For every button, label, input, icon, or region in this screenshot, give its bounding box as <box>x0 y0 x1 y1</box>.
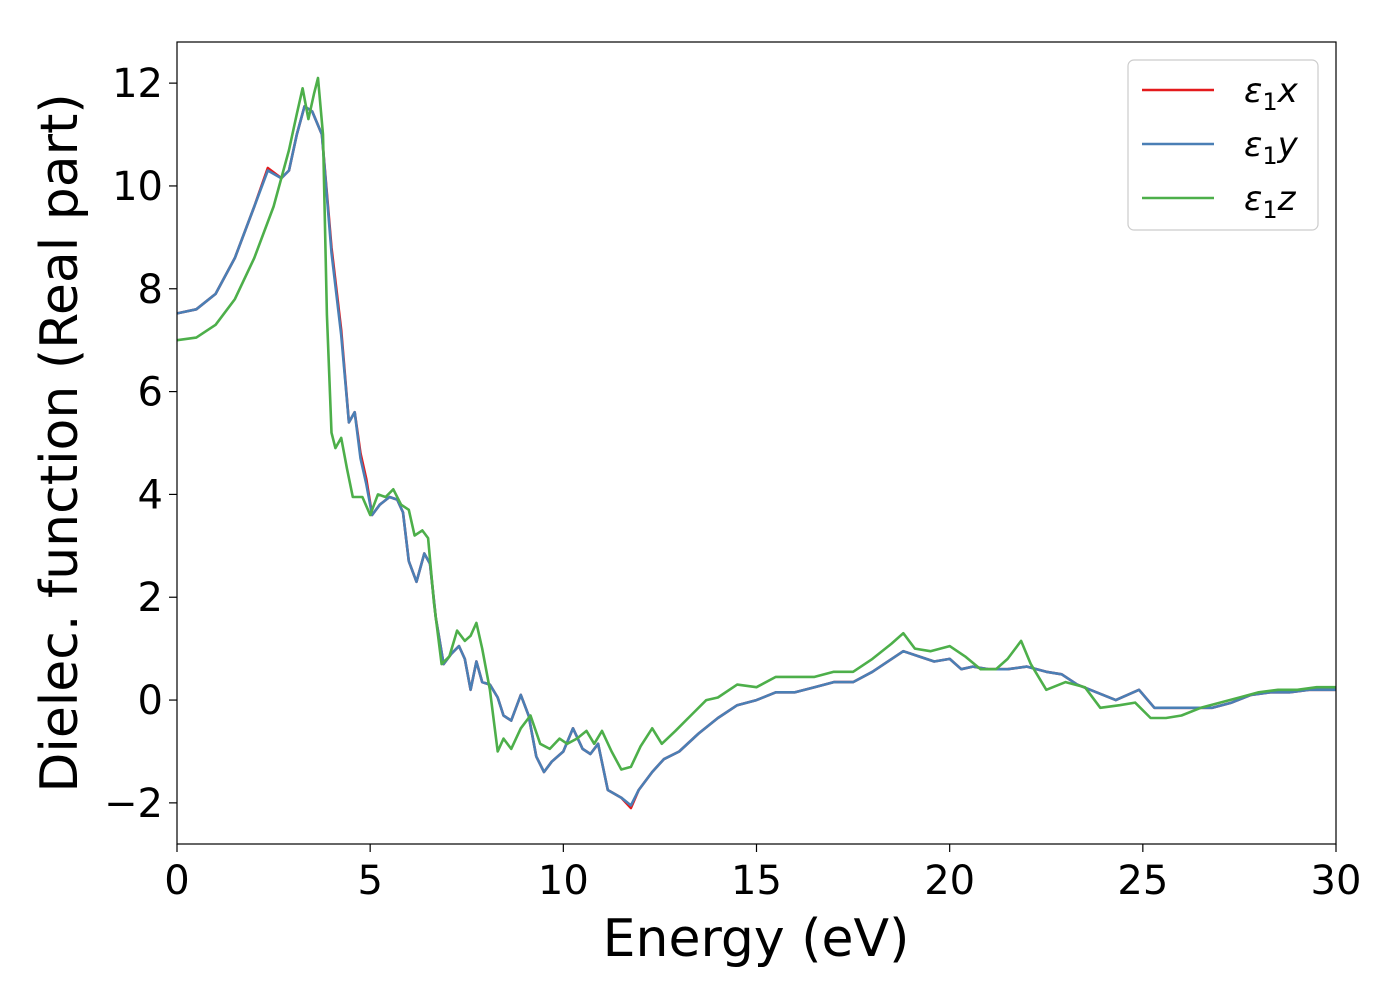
legend-symbol: ε <box>1244 71 1262 111</box>
legend-variable: x <box>1277 71 1299 111</box>
x-tick-label: 5 <box>357 858 382 904</box>
legend-symbol: ε <box>1244 125 1262 165</box>
legend-subscript: 1 <box>1262 88 1277 116</box>
legend-symbol: ε <box>1244 179 1262 219</box>
legend-label-y: ε1y <box>1244 125 1299 170</box>
legend-subscript: 1 <box>1262 196 1277 224</box>
y-tick-label: 0 <box>138 678 163 724</box>
legend-label-x: ε1x <box>1244 71 1299 116</box>
x-tick-label: 20 <box>924 858 975 904</box>
x-tick-label: 25 <box>1117 858 1168 904</box>
y-tick-label: 4 <box>138 472 163 518</box>
legend-box <box>1127 59 1319 231</box>
series-layer <box>177 76 1336 810</box>
legend-variable: y <box>1277 125 1299 165</box>
x-tick-label: 0 <box>164 858 189 904</box>
series-line-y <box>177 105 1336 807</box>
y-axis-ticks: −2 0 2 4 6 8 10 12 <box>104 61 177 827</box>
x-tick-label: 30 <box>1311 858 1362 904</box>
x-tick-label: 15 <box>731 858 782 904</box>
y-tick-label: 8 <box>138 267 163 313</box>
y-tick-label: 10 <box>112 164 163 210</box>
series-line-z <box>177 76 1336 771</box>
y-axis-title: Dielec. function (Real part) <box>30 93 90 792</box>
y-tick-label: 2 <box>138 575 163 621</box>
x-tick-label: 10 <box>538 858 589 904</box>
x-axis-title: Energy (eV) <box>603 909 910 969</box>
legend-variable: z <box>1277 179 1297 219</box>
x-axis-ticks: 0 5 10 15 20 25 30 <box>164 844 1361 904</box>
legend-label-z: ε1z <box>1244 179 1297 224</box>
legend-subscript: 1 <box>1262 142 1277 170</box>
y-tick-label: −2 <box>104 781 163 827</box>
y-tick-label: 12 <box>112 61 163 107</box>
y-tick-label: 6 <box>138 370 163 416</box>
